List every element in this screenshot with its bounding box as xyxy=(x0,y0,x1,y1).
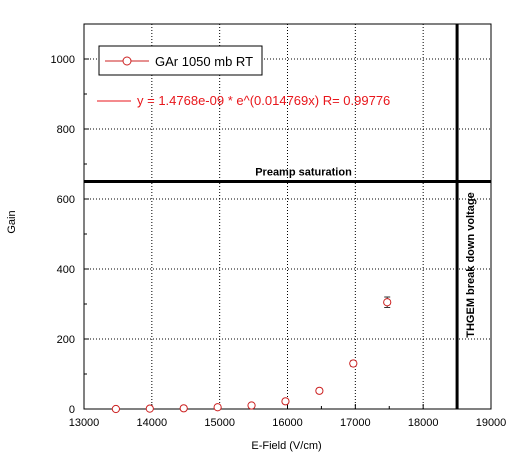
legend: GAr 1050 mb RT xyxy=(98,45,263,76)
legend-marker-swatch xyxy=(122,56,132,66)
data-point xyxy=(383,298,392,307)
data-point xyxy=(247,401,256,410)
legend-series-label: GAr 1050 mb RT xyxy=(155,54,253,69)
y-tick-label: 600 xyxy=(57,194,75,206)
preamp-saturation-label: Preamp saturation xyxy=(255,167,352,179)
thgem-breakdown-label: THGEM break down voltage xyxy=(465,192,477,337)
data-point xyxy=(179,404,188,413)
x-tick-label: 18000 xyxy=(408,417,439,429)
data-point xyxy=(315,386,324,395)
y-tick-label: 1000 xyxy=(51,54,75,66)
data-point xyxy=(145,404,154,413)
x-axis-label: E-Field (V/cm) xyxy=(251,440,321,452)
data-point xyxy=(349,359,358,368)
grid-lines xyxy=(84,24,491,409)
x-tick-label: 17000 xyxy=(340,417,371,429)
y-axis-label: Gain xyxy=(6,210,18,233)
data-point xyxy=(111,404,120,414)
y-tick-label: 800 xyxy=(57,124,75,136)
data-point xyxy=(281,397,290,406)
x-tick-label: 16000 xyxy=(272,417,303,429)
x-tick-label: 14000 xyxy=(137,417,168,429)
y-tick-label: 400 xyxy=(57,264,75,276)
fit-equation-label: y = 1.4768e-09 * e^(0.014769x) R= 0.9977… xyxy=(137,93,390,108)
y-tick-label: 200 xyxy=(57,334,75,346)
y-tick-label: 0 xyxy=(69,404,75,416)
x-tick-label: 13000 xyxy=(69,417,100,429)
axis-ticks: 13000 14000 15000 16000 17000 18000 19000 0 200 4… xyxy=(51,54,507,429)
data-point xyxy=(213,403,222,412)
data-points xyxy=(111,296,392,414)
fit-legend: y = 1.4768e-09 * e^(0.014769x) R= 0.9977… xyxy=(97,93,390,108)
x-tick-label: 19000 xyxy=(476,417,507,429)
x-tick-label: 15000 xyxy=(204,417,235,429)
